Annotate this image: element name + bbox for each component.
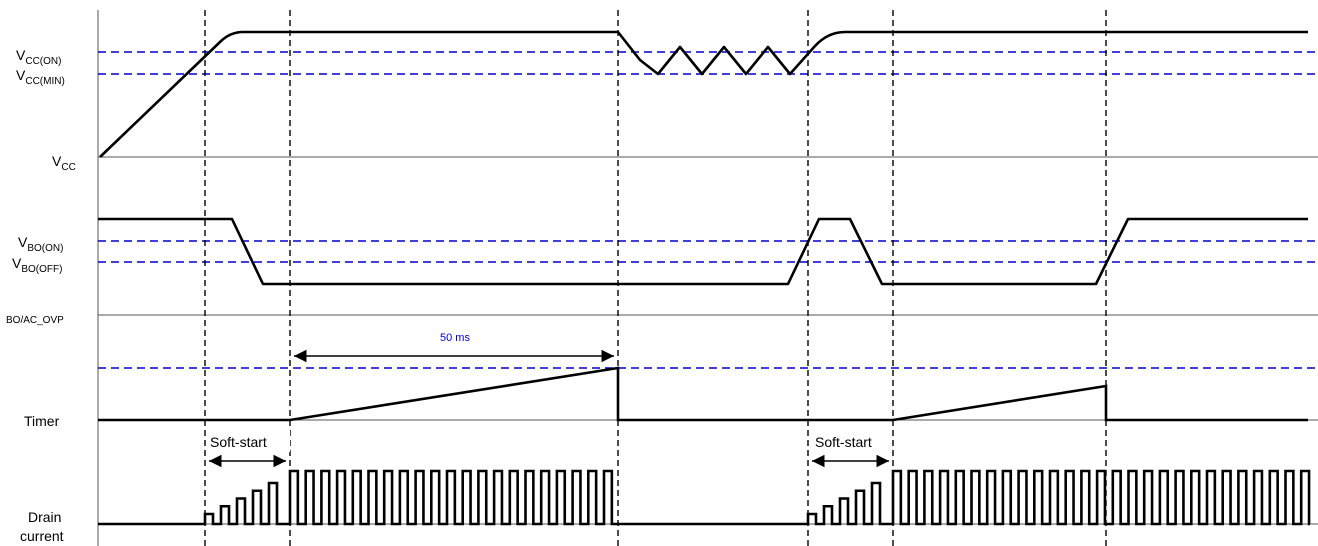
- drain-current-waveform: [98, 469, 1311, 526]
- label-bo-ac-ovp: BO/AC_OVP: [6, 315, 64, 326]
- timer-interval-label: 50 ms: [440, 332, 470, 344]
- label-vcc: VCC: [52, 153, 76, 173]
- label-vbo-off: VBO(OFF): [12, 255, 62, 275]
- label-vbo-on: VBO(ON): [18, 234, 63, 254]
- soft-start-label-2: Soft-start: [815, 434, 872, 450]
- label-drain-line2: current: [20, 528, 64, 544]
- soft-start-label-bg-2: [810, 430, 892, 452]
- label-vcc-on: VCC(ON): [16, 47, 61, 67]
- soft-start-label-bg-1: [206, 430, 290, 452]
- vcc-waveform: [99, 30, 1308, 158]
- label-timer: Timer: [24, 413, 60, 429]
- label-drain-line1: Drain: [28, 509, 61, 525]
- threshold-lines: [98, 51, 1318, 369]
- timer-waveform: [98, 366, 1308, 422]
- bo-waveform: [98, 217, 1308, 286]
- soft-start-label-1: Soft-start: [210, 434, 267, 450]
- event-markers: [204, 10, 1107, 546]
- label-vcc-min: VCC(MIN): [16, 67, 65, 87]
